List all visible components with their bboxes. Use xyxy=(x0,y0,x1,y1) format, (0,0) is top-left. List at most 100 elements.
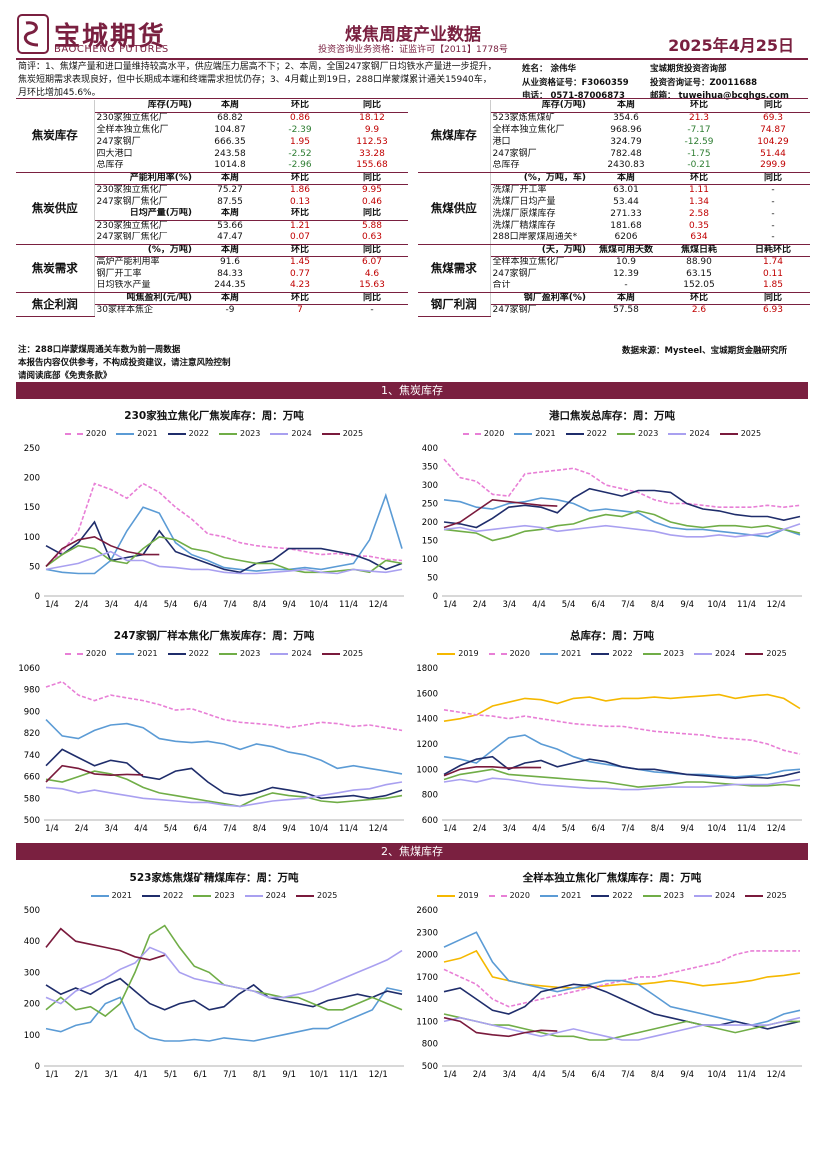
x-tick-label: 6/1 xyxy=(193,1070,207,1080)
table-header-row: 焦炭供应 产能利用率(%) 本周 环比 同比 xyxy=(16,171,408,245)
row-value: 0.86 xyxy=(289,112,311,123)
row-value: 104.29 xyxy=(757,136,789,147)
chart-523-mine-coal-inventory: 523家炼焦煤矿精煤库存：周：万吨 2021 2022 2023 2024 2025 0 10… xyxy=(16,866,412,1080)
series-line xyxy=(45,927,165,961)
y-tick-label: 150 xyxy=(24,503,40,513)
x-tick-label: 11/1 xyxy=(339,1070,358,1080)
x-tick-label: 3/4 xyxy=(502,1070,516,1080)
summary-comment: 简评：1、焦煤产量和进口量维持较高水平，供应端压力居高不下；2、本周，全国247… xyxy=(18,62,497,98)
y-tick-label: 300 xyxy=(422,481,438,491)
legend-swatch xyxy=(719,432,738,435)
row-value: -2.96 xyxy=(288,160,312,171)
table-header-cell: 同比 xyxy=(336,208,408,221)
table-category-label: 焦煤供应 xyxy=(418,171,491,245)
x-tick-label: 3/4 xyxy=(502,600,516,610)
series-line xyxy=(443,949,801,989)
x-tick-label: 6/4 xyxy=(193,600,207,610)
table-row: 全样本独立焦化厂 104.87 -2.39 9.9 xyxy=(16,124,408,136)
chart-title: 全样本独立焦化厂焦煤库存：周：万吨 xyxy=(522,872,702,884)
table-header-row: 焦煤供应 (%，万吨，车) 本周 环比 同比 xyxy=(418,171,810,245)
row-value: 1.21 xyxy=(289,220,311,231)
data-source: 数据来源：Mysteel、宝城期货金融研究所 xyxy=(622,346,788,356)
legend-swatch xyxy=(116,432,135,435)
x-tick-label: 8/4 xyxy=(651,824,665,834)
legend-swatch xyxy=(437,652,456,655)
y-tick-label: 1060 xyxy=(18,664,40,674)
table-row: 四大港口 243.58 -2.52 33.28 xyxy=(16,148,408,160)
legend-label: 2021 xyxy=(560,891,582,900)
row-label: 港口 xyxy=(492,136,511,147)
table-header-row: 焦炭需求 (%，万吨) 本周 环比 同比 xyxy=(16,243,408,293)
table-header-cell: 日耗环比 xyxy=(736,243,810,257)
table-row: 港口 324.79 -12.59 104.29 xyxy=(418,136,810,148)
row-value: 33.28 xyxy=(359,148,385,159)
table-header-cell: (%，万吨，车) xyxy=(490,171,590,185)
y-tick-label: 250 xyxy=(422,500,438,510)
legend-entry: 2021 xyxy=(90,891,132,900)
table-header-cell: 本周 xyxy=(196,171,264,185)
x-tick-label: 10/4 xyxy=(309,600,328,610)
x-tick-label: 2/4 xyxy=(473,1070,487,1080)
logo-text-cn: 宝城期货 xyxy=(54,22,167,52)
x-tick-label: 1/4 xyxy=(443,824,457,834)
report-subtitle: 投资咨询业务资格：证监许可【2011】1778号 xyxy=(318,45,508,55)
legend-entry: 2022 xyxy=(591,649,633,658)
coking-coal-data-table: 焦煤库存 库存(万吨) 本周 环比 同比 523家炼焦煤矿 354.6 21.3 69.3 全样本… xyxy=(418,100,810,317)
legend-label: 2020 xyxy=(483,429,505,438)
x-tick-label: 8/4 xyxy=(651,600,665,610)
legend-label: 2022 xyxy=(586,429,607,438)
x-tick-label: 7/1 xyxy=(223,1070,237,1080)
table-row: 230家独立焦化厂 68.82 0.86 18.12 xyxy=(16,112,408,124)
x-tick-label: 5/4 xyxy=(164,824,178,834)
chart-title: 230家独立焦化厂焦炭库存：周：万吨 xyxy=(124,410,304,422)
analyst-name: 姓名： 涂伟华 xyxy=(522,64,576,74)
row-label: 日均铁水产量 xyxy=(96,280,151,291)
table-row: 247家钢厂 12.39 63.15 0.11 xyxy=(418,268,810,280)
legend-entry: 2025 xyxy=(745,891,787,900)
table-row: 247家钢厂 782.48 -1.75 51.44 xyxy=(418,148,810,160)
x-tick-label: 7/4 xyxy=(621,824,635,834)
row-value: 6.07 xyxy=(361,256,383,267)
y-tick-label: 500 xyxy=(422,1062,438,1072)
y-tick-label: 2300 xyxy=(416,928,438,938)
table-row: 洗煤厂日均产量 53.44 1.34 - xyxy=(418,196,810,208)
y-tick-label: 1600 xyxy=(416,689,438,699)
row-value: 1.45 xyxy=(289,256,311,267)
table-row: 全样本独立焦化厂 10.9 88.90 1.74 xyxy=(418,256,810,268)
row-value: 4.23 xyxy=(289,280,311,291)
legend-swatch xyxy=(270,652,289,655)
y-tick-label: 1700 xyxy=(416,973,438,983)
y-tick-label: 0 xyxy=(35,592,40,602)
table-header-row: 焦企利润 吨焦盈利(元/吨) 本周 环比 同比 xyxy=(16,291,408,317)
legend-swatch xyxy=(617,432,635,435)
legend-label: 2020 xyxy=(509,649,530,658)
table-row: 523家炼焦煤矿 354.6 21.3 69.3 xyxy=(418,112,810,124)
row-value: 2.58 xyxy=(688,208,710,219)
table-header-row: 焦煤需求 (天，万吨) 焦煤可用天数 焦煤日耗 日耗环比 xyxy=(418,243,810,293)
y-tick-label: 1800 xyxy=(416,664,438,674)
chart-total-coke-inventory: 总库存：周：万吨 2019 2020 2021 2022 2023 2024 2025 600 8… xyxy=(414,624,810,834)
legend-swatch xyxy=(745,894,764,897)
x-tick-label: 7/4 xyxy=(223,600,237,610)
y-tick-label: 600 xyxy=(422,816,438,826)
table-header-cell: 环比 xyxy=(264,100,336,113)
chart-port-coke-inventory: 港口焦炭总库存：周：万吨 2020 2021 2022 2023 2024 2025 0 50 1… xyxy=(414,404,810,610)
x-tick-label: 11/4 xyxy=(339,600,358,610)
x-tick-label: 2/4 xyxy=(473,600,487,610)
legend-label: 2022 xyxy=(612,891,633,900)
x-tick-label: 2/4 xyxy=(75,824,89,834)
table-header-cell: 库存(万吨) xyxy=(490,100,590,113)
legend-label: 2022 xyxy=(188,649,209,658)
row-label: 合计 xyxy=(492,280,511,291)
series-line xyxy=(45,550,403,575)
y-tick-label: 400 xyxy=(422,444,438,454)
x-tick-label: 5/4 xyxy=(562,1070,576,1080)
series-line xyxy=(45,520,403,574)
row-value: 0.07 xyxy=(289,232,311,243)
row-value: 0.11 xyxy=(762,268,784,279)
row-value: 1.85 xyxy=(762,280,784,291)
table-row: 日均铁水产量 244.35 4.23 15.63 xyxy=(16,280,408,292)
legend-label: 2019 xyxy=(458,891,479,900)
row-value: 10.9 xyxy=(615,256,637,267)
legend-label: 2021 xyxy=(137,429,158,438)
